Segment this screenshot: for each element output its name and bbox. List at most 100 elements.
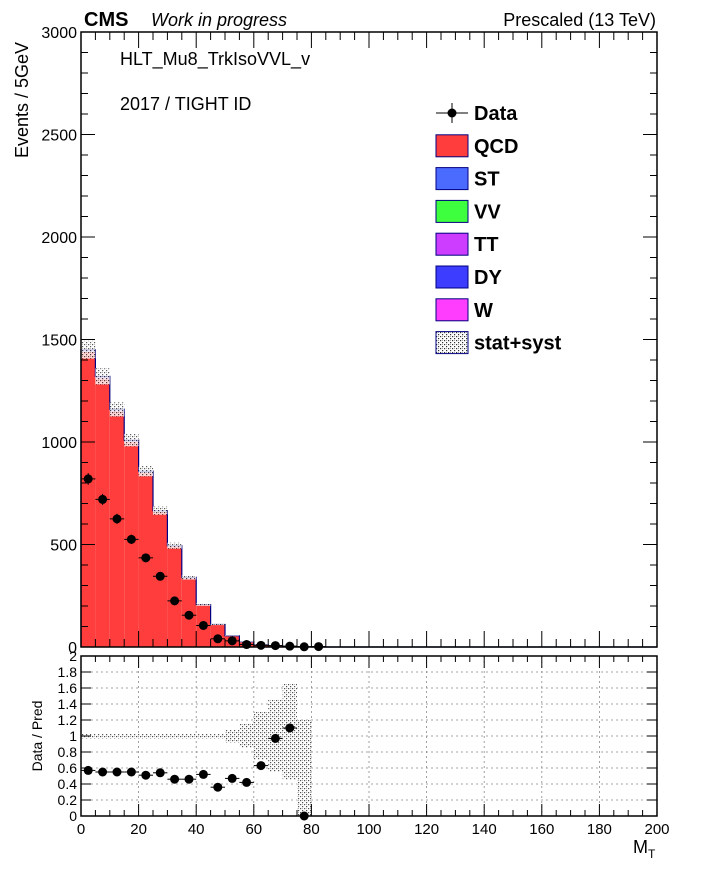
ratio-point-13	[270, 733, 280, 743]
ratio-y-axis-title: Data / Pred	[29, 701, 45, 772]
legend-swatch	[435, 134, 469, 158]
ratio-band-bin-5	[153, 733, 168, 739]
ratio-y-tick-label-1: 0.2	[58, 792, 78, 808]
ratio-y-tick-label-4: 0.8	[58, 744, 78, 760]
band-bin-8	[196, 603, 211, 606]
legend-marker	[447, 108, 457, 118]
legend-item-stat-syst: stat+syst	[435, 331, 562, 355]
ratio-y-tick-label-3: 0.6	[58, 760, 78, 776]
legend-label: ST	[474, 169, 500, 191]
legend-item-w: W	[435, 298, 493, 322]
legend-label: W	[474, 300, 493, 322]
bar-qcd-1	[95, 378, 110, 647]
ratio-band-bin-2	[109, 733, 125, 739]
main-y-axis-title: Events / 5GeV	[12, 42, 32, 158]
ratio-point-10	[227, 773, 237, 783]
legend-label: TT	[474, 234, 498, 256]
band-bin-6	[167, 542, 182, 549]
legend-item-vv: VV	[435, 199, 501, 223]
bar-qcd-3	[124, 442, 139, 647]
data-point-9	[213, 634, 223, 644]
x-tick-label-1: 20	[130, 821, 147, 838]
data-point-8	[198, 620, 208, 630]
y-tick-label-6: 3000	[41, 25, 77, 42]
x-tick-label-2: 40	[188, 821, 205, 838]
band-bin-10	[225, 635, 240, 637]
legend-item-qcd: QCD	[435, 134, 518, 158]
ratio-y-tick-label-6: 1.2	[58, 712, 78, 728]
band-bin-4	[138, 465, 153, 477]
main-x-axis	[80, 32, 658, 647]
ratio-y-tick-label-0: 0	[69, 808, 77, 824]
ratio-band-bin-11	[239, 724, 254, 748]
x-tick-label-6: 120	[414, 821, 439, 838]
bar-qcd-0	[81, 351, 96, 647]
data-point-1	[98, 494, 108, 504]
band-bin-5	[153, 506, 168, 515]
ratio-point-1	[98, 767, 108, 777]
trigger-label: HLT_Mu8_TrkIsoVVL_v	[120, 49, 310, 70]
ratio-band-bin-8	[196, 733, 211, 739]
y-tick-label-1: 500	[50, 538, 77, 555]
bar-qcd-2	[109, 411, 125, 647]
ratio-band-bin-12	[253, 712, 269, 760]
legend-swatch	[435, 232, 469, 256]
band-bin-7	[181, 575, 197, 580]
legend-swatch	[435, 298, 469, 322]
band-bin-2	[109, 402, 125, 417]
x-axis-title-main: M	[633, 837, 648, 857]
ratio-point-14	[285, 723, 295, 733]
main-panel: 0 500 1000 1500 2000 2500 3000	[41, 25, 658, 657]
ratio-frame	[80, 655, 658, 817]
ratio-point-11	[242, 777, 252, 787]
ratio-band-bin-9	[210, 733, 225, 739]
ratio-band-bin-4	[138, 733, 153, 739]
band-bin-0	[81, 340, 96, 359]
legend-swatch	[435, 167, 469, 191]
ratio-band-bin-7	[181, 733, 197, 739]
legend-label: QCD	[474, 136, 518, 158]
data-point-5	[155, 571, 165, 581]
x-tick-label-7: 140	[472, 821, 497, 838]
band-bin-1	[95, 368, 110, 385]
ratio-y-tick-label-2: 0.4	[58, 776, 78, 792]
data-point-4	[141, 553, 151, 563]
y-tick-label-5: 2500	[41, 128, 77, 145]
legend-item-data: Data	[436, 103, 518, 125]
x-tick-label-4: 80	[303, 821, 320, 838]
legend-label: DY	[474, 267, 502, 289]
legend-item-st: ST	[435, 167, 500, 191]
main-y-axis: 0 500 1000 1500 2000 2500 3000	[41, 25, 657, 657]
x-tick-label-0: 0	[77, 821, 85, 838]
legend-label: VV	[474, 201, 501, 223]
ratio-x-axis: 0 20 40 60 80 100 120 140 160 180 200	[77, 656, 670, 838]
stacked-bars	[80, 349, 657, 648]
legend-label: stat+syst	[474, 333, 562, 355]
x-tick-label-9: 180	[587, 821, 612, 838]
ratio-point-4	[141, 770, 151, 780]
cms-label: CMS	[84, 9, 128, 31]
data-point-13	[270, 641, 280, 651]
ratio-point-12	[256, 761, 266, 771]
legend-swatch	[435, 199, 469, 223]
ratio-y-tick-label-9: 1.8	[58, 664, 78, 680]
ratio-panel: 00.20.40.60.811.21.41.61.82 0 20 40 60 80 100…	[58, 648, 670, 838]
ratio-point-5	[155, 768, 165, 778]
ratio-y-tick-label-10: 2	[69, 648, 77, 664]
ratio-y-tick-label-5: 1	[69, 728, 77, 744]
ratio-y-tick-label-7: 1.4	[58, 696, 78, 712]
data-point-0	[83, 474, 93, 484]
y-tick-label-0: 0	[68, 640, 77, 657]
energy-label: Prescaled (13 TeV)	[503, 10, 656, 30]
band-bin-3	[124, 433, 139, 447]
band-bin-9	[210, 623, 225, 626]
ratio-band-bin-1	[95, 733, 110, 739]
data-point-12	[256, 640, 266, 650]
data-point-3	[126, 534, 136, 544]
ratio-band-bin-15	[297, 720, 312, 816]
ratio-point-0	[83, 765, 93, 775]
ratio-point-9	[213, 782, 223, 792]
x-axis-title-sub: T	[648, 847, 656, 861]
